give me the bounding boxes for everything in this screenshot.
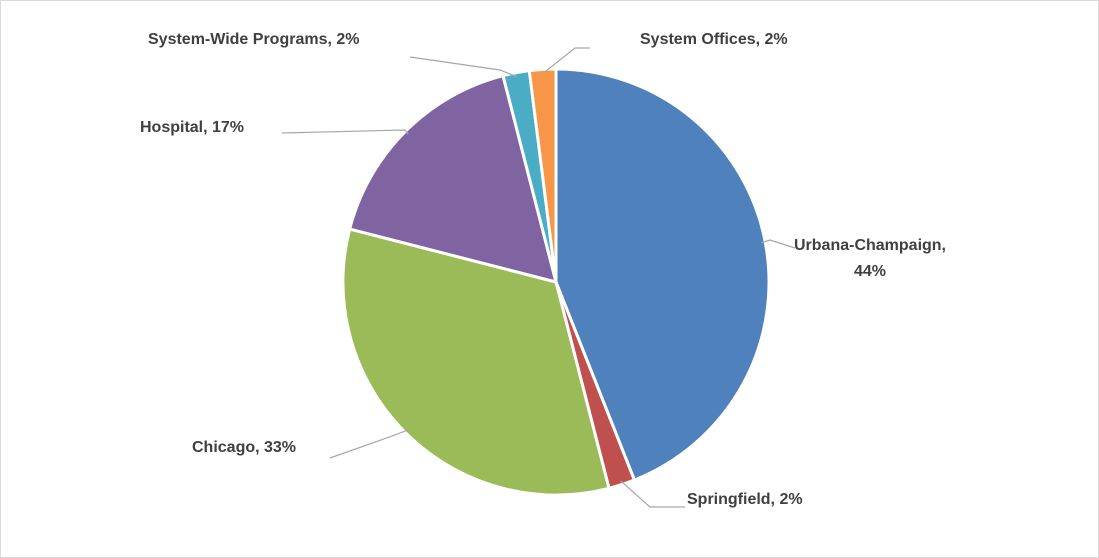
data-label: Urbana-Champaign, 44% xyxy=(793,237,946,280)
data-label: Chicago, 33% xyxy=(192,439,297,456)
pie-slice: System Offices xyxy=(527,67,558,283)
leader-line xyxy=(409,56,518,78)
leader-line xyxy=(329,429,409,459)
data-label: System Offices, 2% xyxy=(640,31,788,48)
data-label: Hospital, 17% xyxy=(140,119,245,136)
leader-line xyxy=(542,47,590,74)
leader-line xyxy=(281,129,409,135)
data-label: System-Wide Programs, 2% xyxy=(148,31,360,48)
pie-slice: Chicago xyxy=(341,227,611,497)
data-label: Springfield, 2% xyxy=(687,491,803,508)
leader-line xyxy=(761,239,796,249)
leader-line xyxy=(620,480,685,508)
